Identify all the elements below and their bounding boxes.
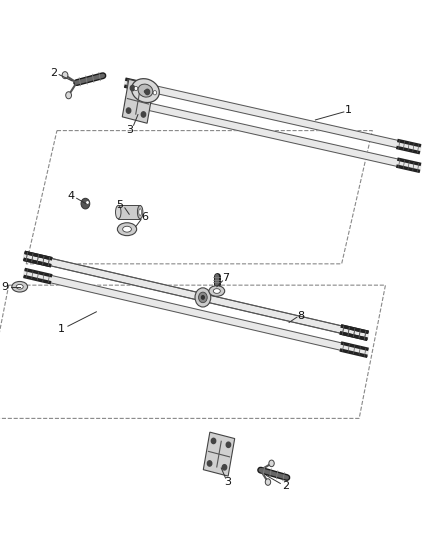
Text: 2: 2 xyxy=(282,481,289,491)
Polygon shape xyxy=(24,269,368,357)
Ellipse shape xyxy=(138,205,143,219)
Ellipse shape xyxy=(139,209,141,215)
Ellipse shape xyxy=(209,286,225,296)
Text: 4: 4 xyxy=(67,191,74,201)
Circle shape xyxy=(207,461,212,466)
Ellipse shape xyxy=(138,84,153,97)
Polygon shape xyxy=(24,252,368,340)
Text: 1: 1 xyxy=(345,106,352,115)
Text: 3: 3 xyxy=(224,477,231,487)
Text: 2: 2 xyxy=(50,68,57,78)
Text: 9: 9 xyxy=(2,282,9,292)
Text: 5: 5 xyxy=(116,200,123,210)
Circle shape xyxy=(153,91,157,95)
Circle shape xyxy=(265,479,271,486)
Circle shape xyxy=(141,112,146,117)
Ellipse shape xyxy=(12,281,28,292)
Ellipse shape xyxy=(16,285,23,289)
Polygon shape xyxy=(124,98,421,172)
Ellipse shape xyxy=(117,223,137,236)
Ellipse shape xyxy=(213,289,220,293)
Circle shape xyxy=(81,198,90,209)
Polygon shape xyxy=(124,79,421,153)
Polygon shape xyxy=(122,79,154,123)
Bar xyxy=(118,205,140,219)
Circle shape xyxy=(226,442,231,447)
Circle shape xyxy=(66,92,71,99)
Text: 6: 6 xyxy=(141,213,148,222)
Text: 8: 8 xyxy=(297,311,304,320)
Circle shape xyxy=(269,460,274,467)
Ellipse shape xyxy=(131,79,159,102)
Circle shape xyxy=(145,89,150,94)
Circle shape xyxy=(198,292,207,303)
Circle shape xyxy=(126,108,131,114)
Circle shape xyxy=(201,296,204,299)
Circle shape xyxy=(130,85,134,91)
Ellipse shape xyxy=(116,205,121,219)
Text: 7: 7 xyxy=(223,273,230,283)
Circle shape xyxy=(195,288,211,307)
Circle shape xyxy=(134,86,138,91)
Polygon shape xyxy=(203,432,235,476)
Circle shape xyxy=(223,465,227,470)
Ellipse shape xyxy=(123,226,131,232)
Circle shape xyxy=(211,438,215,443)
Polygon shape xyxy=(24,252,368,340)
Text: 3: 3 xyxy=(126,125,133,134)
Circle shape xyxy=(62,71,68,79)
Text: 1: 1 xyxy=(58,325,65,334)
